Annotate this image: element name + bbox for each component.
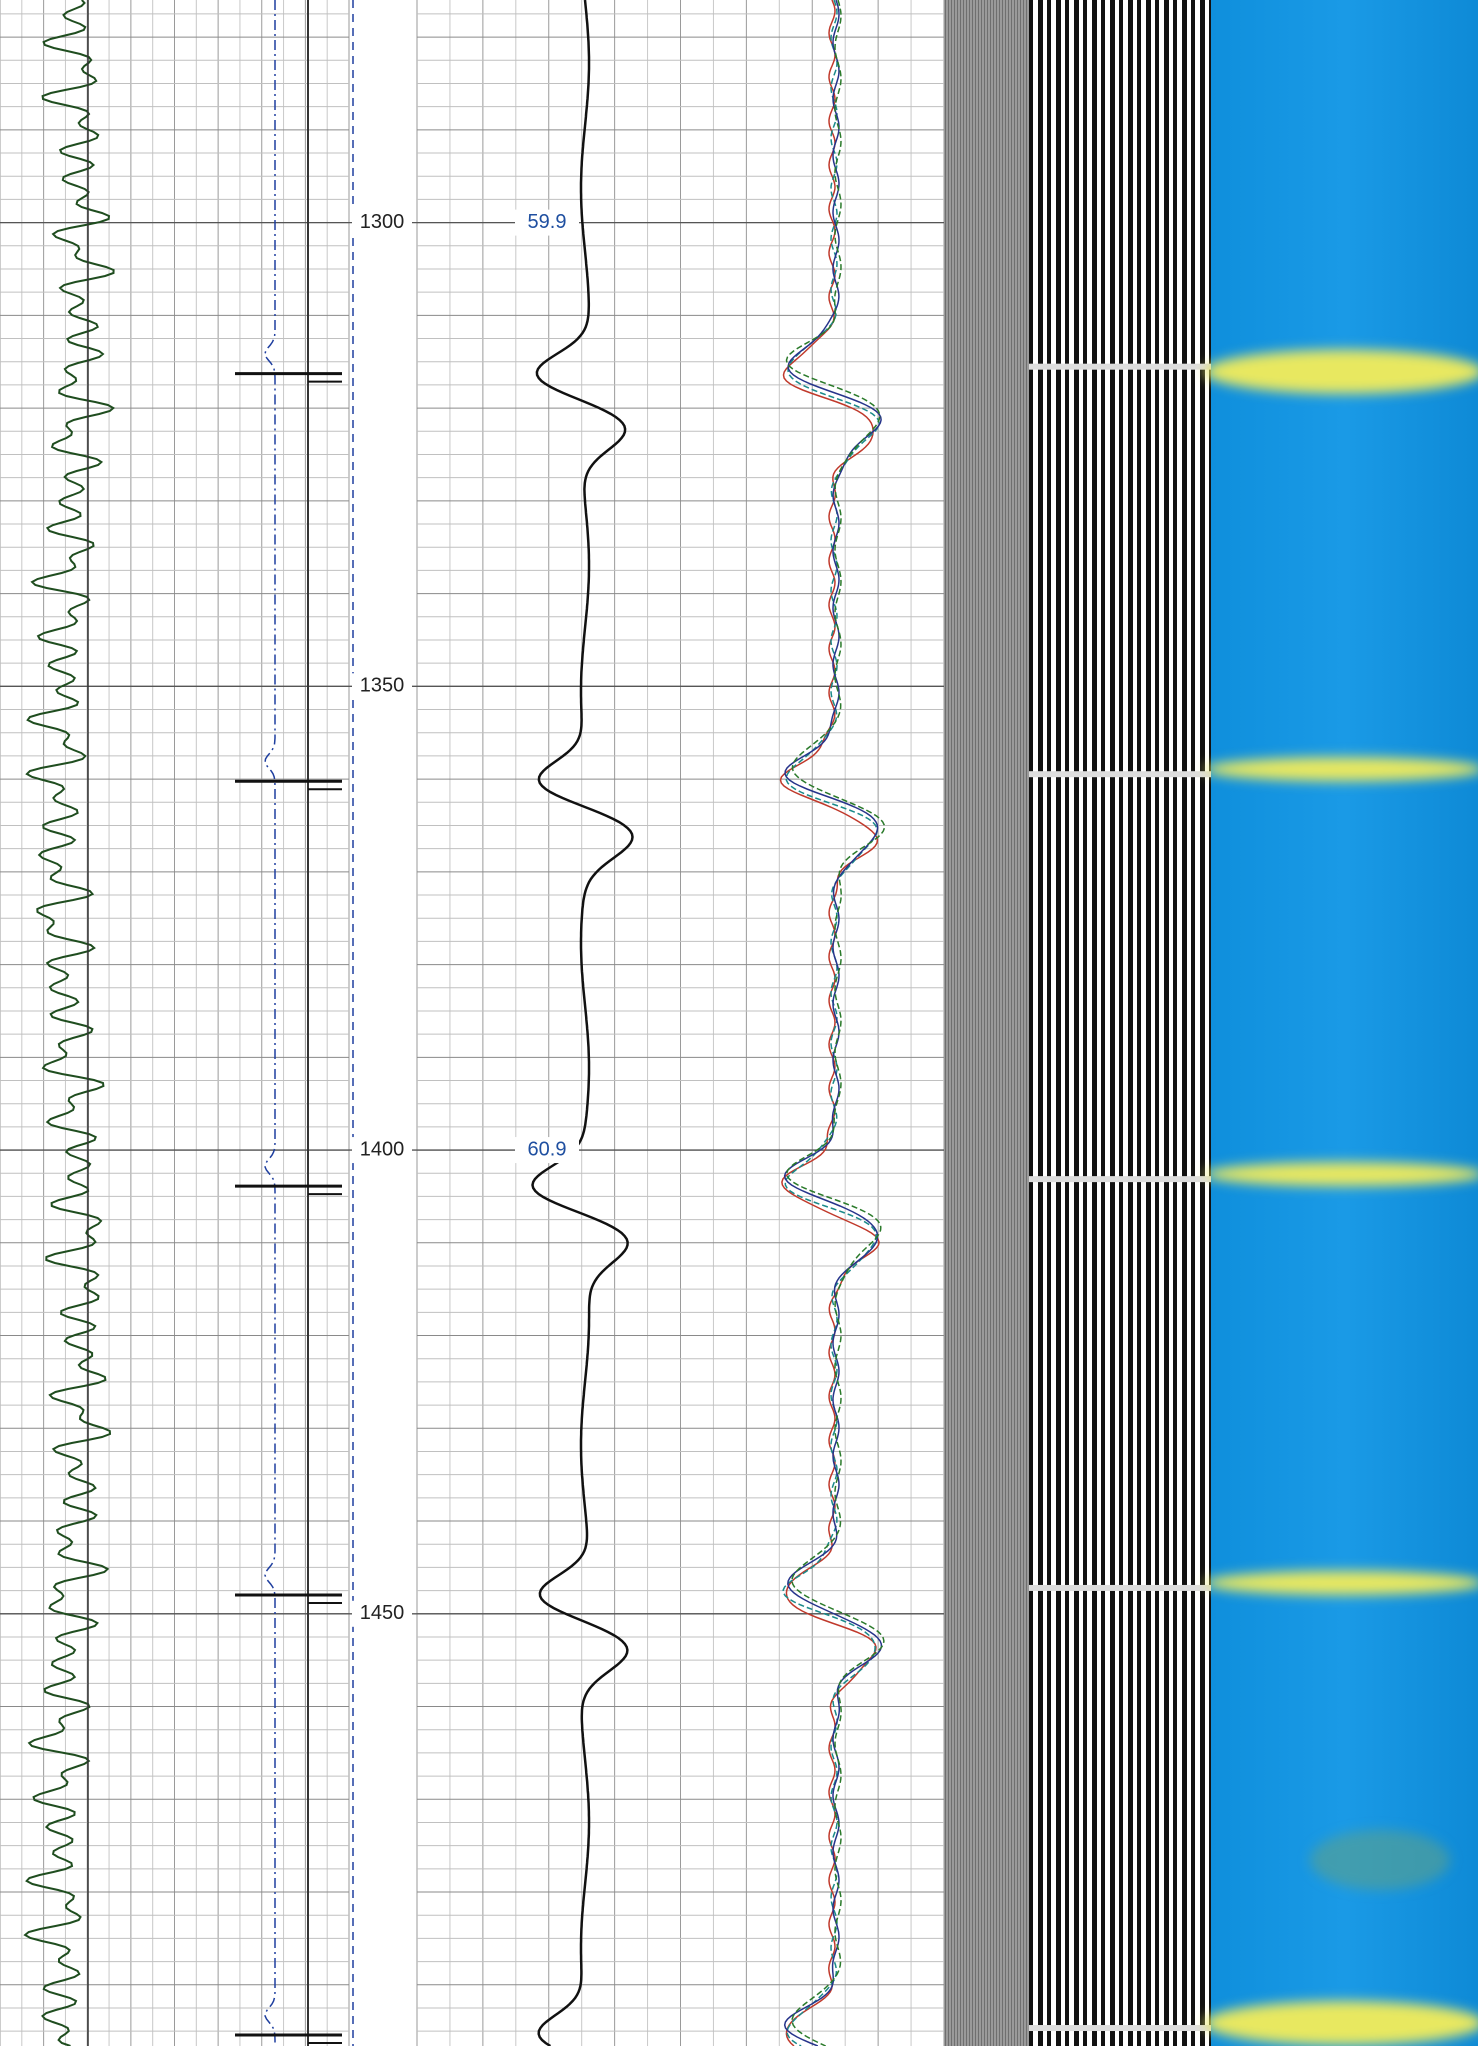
stripe-break bbox=[1029, 364, 1211, 370]
stripe bbox=[1029, 0, 1033, 2046]
stripe-break bbox=[1029, 1176, 1211, 1182]
stripe bbox=[1128, 0, 1133, 2046]
image-band bbox=[1204, 2001, 1478, 2045]
array-curve bbox=[781, 0, 880, 2046]
array-curve bbox=[785, 0, 882, 2046]
annotation: 60.9 bbox=[528, 1138, 567, 1160]
stripe bbox=[1191, 0, 1195, 2046]
stripe bbox=[1119, 0, 1123, 2046]
stripe bbox=[1056, 0, 1061, 2046]
caliper-curve bbox=[265, 0, 275, 2046]
image-blob bbox=[1310, 1830, 1450, 1890]
gamma-curve bbox=[25, 0, 114, 2046]
stripe bbox=[1047, 0, 1051, 2046]
stripe bbox=[1137, 0, 1141, 2046]
stripe bbox=[1182, 0, 1187, 2046]
image-band bbox=[1204, 1571, 1478, 1595]
page: {"chart_data": {"type": "well-log", "yli… bbox=[0, 0, 1478, 2046]
stripe bbox=[1065, 0, 1069, 2046]
stripe-break bbox=[1029, 1585, 1211, 1591]
stripe bbox=[1164, 0, 1169, 2046]
curves bbox=[25, 0, 884, 2046]
stripe bbox=[1200, 0, 1205, 2046]
image-track bbox=[1211, 0, 1478, 2046]
stripe bbox=[1038, 0, 1043, 2046]
depth-label: 1300 bbox=[360, 211, 405, 233]
image-band bbox=[1204, 350, 1478, 394]
depth-label: 1350 bbox=[360, 675, 405, 697]
depth-label: 1450 bbox=[360, 1602, 405, 1624]
stripe-break bbox=[1029, 771, 1211, 777]
annotation: 59.9 bbox=[528, 211, 567, 233]
well-log: 1300 1350 1400 1450 59.9 60.9 bbox=[0, 0, 1478, 2046]
main-curve bbox=[533, 0, 633, 2046]
stripe bbox=[1173, 0, 1177, 2046]
stripe bbox=[1101, 0, 1105, 2046]
stripe bbox=[1155, 0, 1159, 2046]
waveform-track bbox=[1029, 0, 1213, 2046]
depth-label: 1400 bbox=[360, 1138, 405, 1160]
stripe bbox=[1092, 0, 1097, 2046]
stripe bbox=[1146, 0, 1151, 2046]
grey-track bbox=[944, 0, 1029, 2046]
stripe bbox=[1074, 0, 1079, 2046]
grid bbox=[0, 0, 944, 2046]
stripe bbox=[1083, 0, 1087, 2046]
image-band bbox=[1204, 757, 1478, 781]
stripe bbox=[1110, 0, 1115, 2046]
image-band bbox=[1204, 1162, 1478, 1186]
stripe-break bbox=[1029, 2025, 1211, 2031]
